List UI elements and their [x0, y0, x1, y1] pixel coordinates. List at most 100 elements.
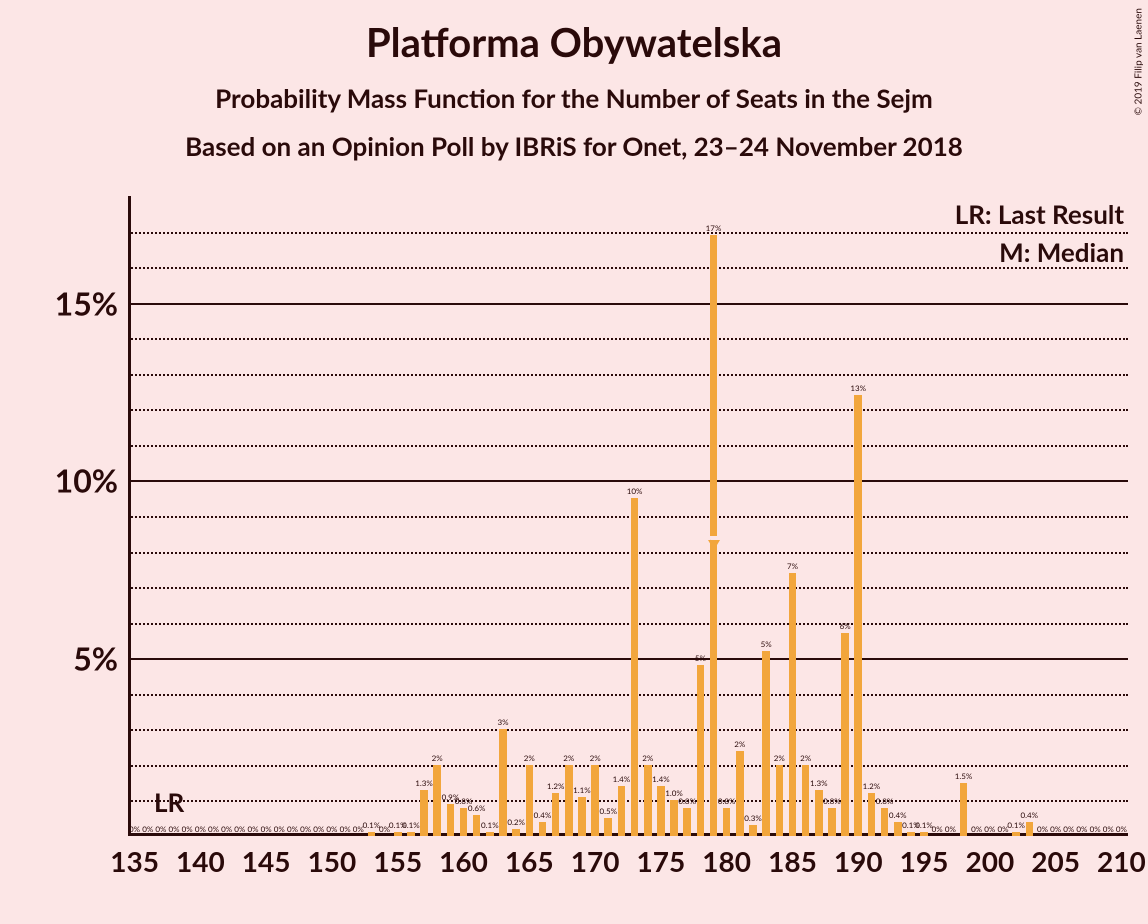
x-tick-label: 150 [308, 844, 357, 878]
bar-value-label: 3% [497, 717, 508, 727]
bar: 2% [565, 765, 573, 836]
bar-value-label: 0.4% [1021, 810, 1039, 820]
bar-value-label: 7% [787, 561, 798, 571]
bar: 0.8% [881, 808, 889, 836]
bar: 13% [854, 395, 862, 836]
bar-value-label: 0% [971, 824, 982, 834]
bar: 1.4% [657, 786, 665, 836]
bar: 2% [736, 751, 744, 836]
bar: 5% [697, 665, 705, 836]
x-tick-label: 145 [242, 844, 291, 878]
bar-value-label: 0.1% [1007, 820, 1025, 830]
bar: 0.3% [749, 825, 757, 836]
bar: 2% [591, 765, 599, 836]
bar-value-label: 0% [984, 824, 995, 834]
bar-value-label: 0% [287, 824, 298, 834]
bar: 0.4% [894, 822, 902, 836]
bar: 0.8% [683, 808, 691, 836]
bar: 0.8% [828, 808, 836, 836]
bar-value-label: 17% [706, 223, 722, 233]
bar: 0.6% [473, 815, 481, 836]
bar: 2% [802, 765, 810, 836]
bar: 2% [644, 765, 652, 836]
bar-value-label: 0% [129, 824, 140, 834]
bar-value-label: 2% [642, 753, 653, 763]
bar-value-label: 0% [142, 824, 153, 834]
bar-value-label: 0.5% [599, 806, 617, 816]
bar-value-label: 0% [195, 824, 206, 834]
bar-value-label: 10% [627, 486, 643, 496]
bar-value-label: 0% [945, 824, 956, 834]
bar: 1.1% [578, 797, 586, 836]
x-axis-labels: 1351401451501551601651701751801851901952… [128, 836, 1128, 844]
bar: 1.2% [868, 793, 876, 836]
bar: 0.8% [460, 808, 468, 836]
bar-value-label: 5% [761, 639, 772, 649]
bar-value-label: 0% [247, 824, 258, 834]
bar-value-label: 0.1% [363, 820, 381, 830]
bar-value-label: 0% [155, 824, 166, 834]
bar-value-label: 0% [274, 824, 285, 834]
bar: 0.9% [447, 804, 455, 836]
bar-value-label: 2% [432, 753, 443, 763]
bar: 0.4% [539, 822, 547, 836]
x-tick-label: 200 [965, 844, 1014, 878]
bar: 1.0% [670, 800, 678, 836]
bar: 3% [499, 729, 507, 836]
x-tick-label: 195 [900, 844, 949, 878]
bar: 2% [776, 765, 784, 836]
bar-value-label: 1.1% [573, 785, 591, 795]
bar: 1.2% [552, 793, 560, 836]
y-tick-label: 10% [55, 461, 128, 500]
x-tick-label: 135 [110, 844, 159, 878]
bar-value-label: 2% [734, 739, 745, 749]
y-tick-label: 5% [73, 639, 128, 678]
bar-value-label: 0.4% [889, 810, 907, 820]
bar-value-label: 1.2% [547, 781, 565, 791]
bar: 0.8% [723, 808, 731, 836]
bar-value-label: 0.2% [507, 817, 525, 827]
bar-value-label: 0% [1076, 824, 1087, 834]
bar-value-label: 0% [932, 824, 943, 834]
bar-value-label: 0.8% [876, 796, 894, 806]
median-notch-lower [708, 540, 720, 550]
bar: 1.5% [960, 783, 968, 836]
bar: 1.4% [618, 786, 626, 836]
bar-value-label: 0% [1063, 824, 1074, 834]
bar: 2% [526, 765, 534, 836]
bar-value-label: 5% [695, 653, 706, 663]
x-tick-label: 190 [834, 844, 883, 878]
bar: 0.5% [604, 818, 612, 836]
x-tick-label: 140 [176, 844, 225, 878]
bar-value-label: 2% [774, 753, 785, 763]
bar: 1.3% [815, 790, 823, 836]
bar-value-label: 0.8% [678, 796, 696, 806]
bar-value-label: 0% [221, 824, 232, 834]
x-tick-label: 165 [505, 844, 554, 878]
bar-value-label: 13% [850, 383, 866, 393]
bar: 7% [789, 573, 797, 836]
chart-subtitle-2: Based on an Opinion Poll by IBRiS for On… [0, 114, 1148, 162]
copyright-text: © 2019 Filip van Laenen [1132, 8, 1144, 115]
bar: 10% [631, 498, 639, 836]
bar-value-label: 0% [169, 824, 180, 834]
bar-value-label: 2% [524, 753, 535, 763]
x-tick-label: 155 [373, 844, 422, 878]
bar-value-label: 0.1% [402, 820, 420, 830]
bar: 1.3% [420, 790, 428, 836]
bar-value-label: 0.6% [468, 803, 486, 813]
bar-value-label: 1.2% [863, 781, 881, 791]
chart-title: Platforma Obywatelska [0, 0, 1148, 66]
bar-value-label: 1.3% [415, 778, 433, 788]
bar-value-label: 1.4% [652, 774, 670, 784]
bar: 0.2% [512, 829, 520, 836]
bar-value-label: 0% [300, 824, 311, 834]
bar: 2% [433, 765, 441, 836]
bar: 0.4% [1026, 822, 1034, 836]
bar-value-label: 1.4% [613, 774, 631, 784]
bar-value-label: 0% [1103, 824, 1114, 834]
bar: 5% [762, 651, 770, 836]
bar-value-label: 0% [1037, 824, 1048, 834]
bar-value-label: 0% [1090, 824, 1101, 834]
bar-value-label: 0.4% [534, 810, 552, 820]
